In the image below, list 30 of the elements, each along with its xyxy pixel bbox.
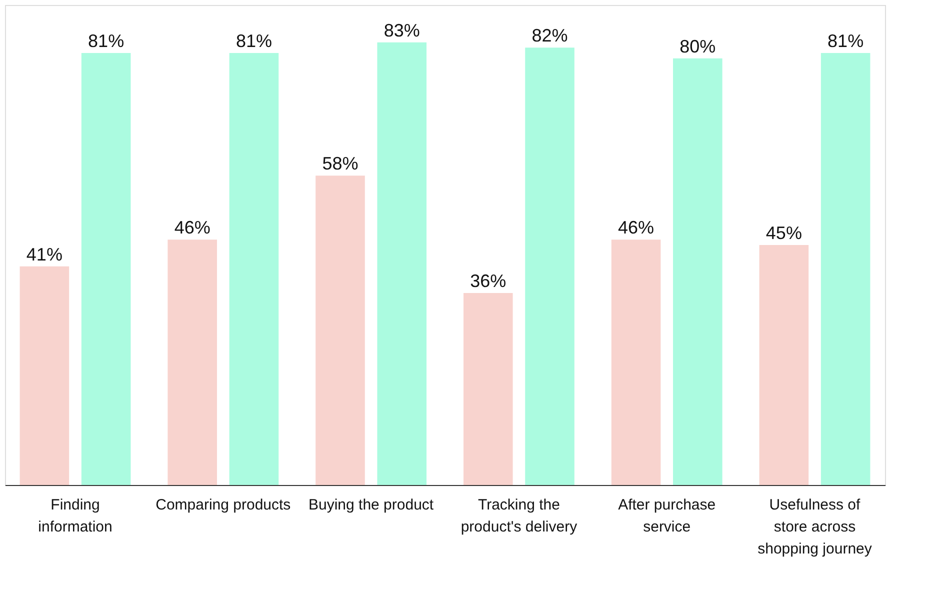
bar	[463, 293, 513, 485]
data-label: 58%	[322, 154, 358, 174]
x-tick-label: Buying the product	[308, 496, 434, 514]
x-tick-label: Comparing products	[156, 496, 291, 514]
bar	[525, 48, 574, 485]
x-tick-label: Tracking the product's delivery	[460, 496, 578, 536]
bar	[229, 53, 279, 485]
data-label: 45%	[766, 223, 802, 243]
bar	[20, 266, 70, 485]
data-label: 83%	[384, 20, 420, 40]
data-label: 46%	[174, 218, 210, 238]
bar	[168, 240, 217, 485]
bar	[81, 53, 131, 485]
data-label: 82%	[532, 26, 568, 46]
x-tick-label: Usefulness of store across shopping journey	[758, 496, 872, 558]
bar	[820, 53, 870, 485]
data-label: 41%	[26, 244, 62, 264]
data-label: 81%	[828, 31, 864, 51]
data-label: 80%	[680, 36, 716, 56]
bar	[759, 245, 809, 485]
bar	[673, 58, 722, 485]
x-tick-label: After purchase service	[618, 496, 716, 536]
data-label: 36%	[470, 271, 506, 291]
bar	[316, 176, 365, 485]
data-label: 46%	[618, 218, 654, 238]
x-tick-label: Finding information	[38, 496, 112, 536]
bar	[611, 240, 661, 485]
data-label: 81%	[236, 31, 272, 51]
bar	[377, 42, 427, 485]
data-label: 81%	[88, 31, 124, 51]
